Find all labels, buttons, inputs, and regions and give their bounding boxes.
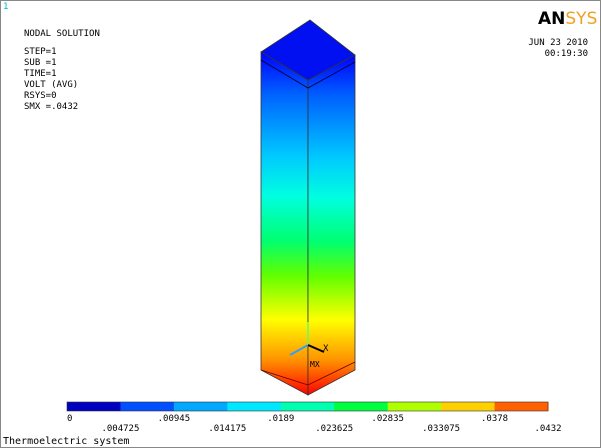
legend-band	[495, 402, 549, 411]
legend-band	[441, 402, 495, 411]
info-line: SUB =1	[24, 58, 57, 68]
graphics-window: 1 NODAL SOLUTION STEP=1SUB =1TIME=1VOLT (…	[0, 0, 601, 448]
viewport-number: 1	[3, 2, 8, 12]
legend-band	[174, 402, 228, 411]
info-line: TIME=1	[24, 69, 57, 79]
title: Thermoelectric system	[3, 436, 129, 447]
left-face	[261, 52, 308, 395]
info-line: STEP=1	[24, 47, 57, 57]
info-line: NODAL SOLUTION	[24, 29, 100, 39]
legend-label: 0	[67, 414, 72, 424]
legend-band	[227, 402, 281, 411]
triad-x: X	[323, 344, 329, 354]
legend-label: .014175	[208, 424, 246, 434]
legend-label: .02835	[371, 414, 404, 424]
right-face	[308, 55, 355, 395]
legend-band	[334, 402, 388, 411]
info-line: SMX =.0432	[24, 102, 78, 112]
time: 00:19:30	[545, 49, 588, 59]
legend-label: .0378	[481, 414, 508, 424]
legend-label: .033075	[422, 424, 460, 434]
legend-label: .0189	[267, 414, 294, 424]
logo: ANSYS	[538, 9, 597, 29]
date: JUN 23 2010	[528, 38, 588, 48]
legend-label: .0432	[534, 424, 561, 434]
info-line: VOLT (AVG)	[24, 80, 78, 90]
legend-bar	[67, 402, 549, 411]
page: {"viewport_number": "1", "info": ["NODAL…	[0, 0, 601, 448]
legend-band	[388, 402, 442, 411]
legend-label: .004725	[101, 424, 139, 434]
legend-band	[67, 402, 121, 411]
info-line: RSYS=0	[24, 91, 57, 101]
triad-mx: MX	[310, 360, 320, 369]
legend-label: .023625	[315, 424, 353, 434]
legend-band	[120, 402, 174, 411]
legend-label: .00945	[158, 414, 191, 424]
legend-band	[281, 402, 335, 411]
